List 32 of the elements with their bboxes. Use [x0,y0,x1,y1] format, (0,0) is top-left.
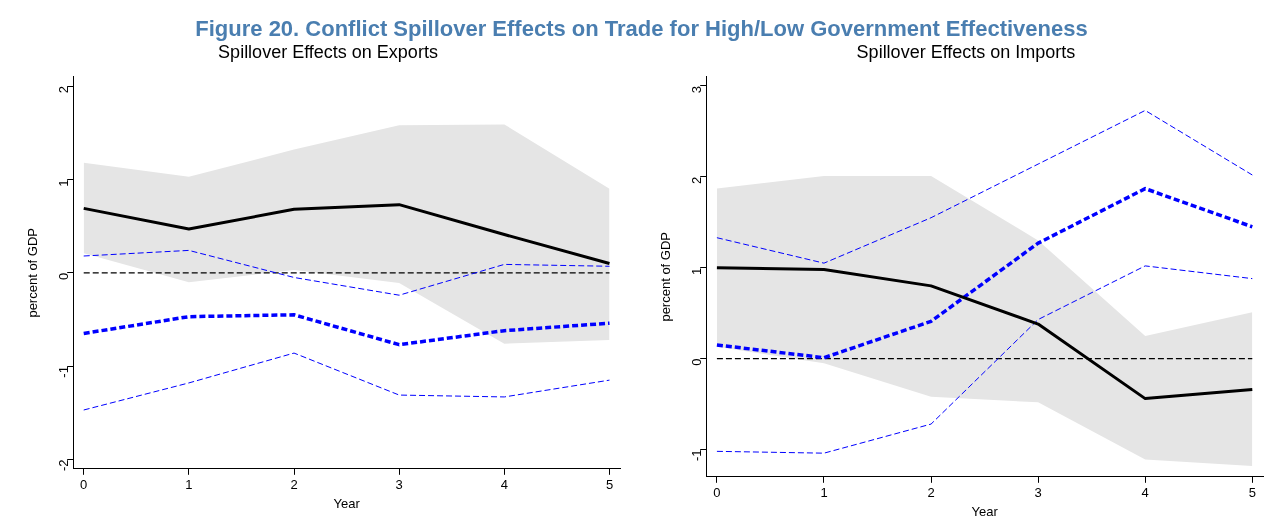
line-series [715,186,1255,360]
x-tick-label: 2 [290,477,298,493]
y-axis-title: percent of GDP [658,232,674,322]
x-tick-label: 5 [605,477,614,493]
x-axis-title: Year [333,495,361,511]
y-tick-label: 0 [688,358,704,366]
y-tick-label: -1 [55,366,71,378]
x-tick-label: 2 [927,485,935,501]
x-tick-label: 4 [1141,485,1149,501]
y-tick-label: 1 [55,179,71,187]
x-tick-label: 0 [80,477,88,493]
chart-title: Figure 20. Conflict Spillover Effects on Trade for High/Low Government Effectiveness [194,16,1089,42]
x-tick-label: 1 [185,477,193,493]
line-series [716,109,1253,264]
y-tick-label: 0 [55,272,71,281]
x-axis-title: Year [971,503,999,519]
y-tick-label: 2 [55,86,71,94]
x-tick-label: 5 [1248,485,1256,501]
x-tick-label: 3 [395,477,403,493]
y-tick-label: -1 [688,449,704,462]
y-tick-label: 3 [688,85,704,94]
x-tick-label: 3 [1034,485,1042,501]
x-tick-label: 0 [713,485,721,501]
y-axis-title: percent of GDP [25,228,41,318]
x-tick-label: 1 [820,485,828,501]
line-series [716,265,1253,454]
y-tick-label: 1 [688,267,704,275]
x-tick-label: 4 [500,477,508,493]
y-tick-label: 2 [688,176,704,185]
y-tick-label: -2 [55,459,71,472]
chart-subtitle: Spillover Effects on Exports [217,42,439,63]
chart-subtitle: Spillover Effects on Imports [855,42,1077,63]
